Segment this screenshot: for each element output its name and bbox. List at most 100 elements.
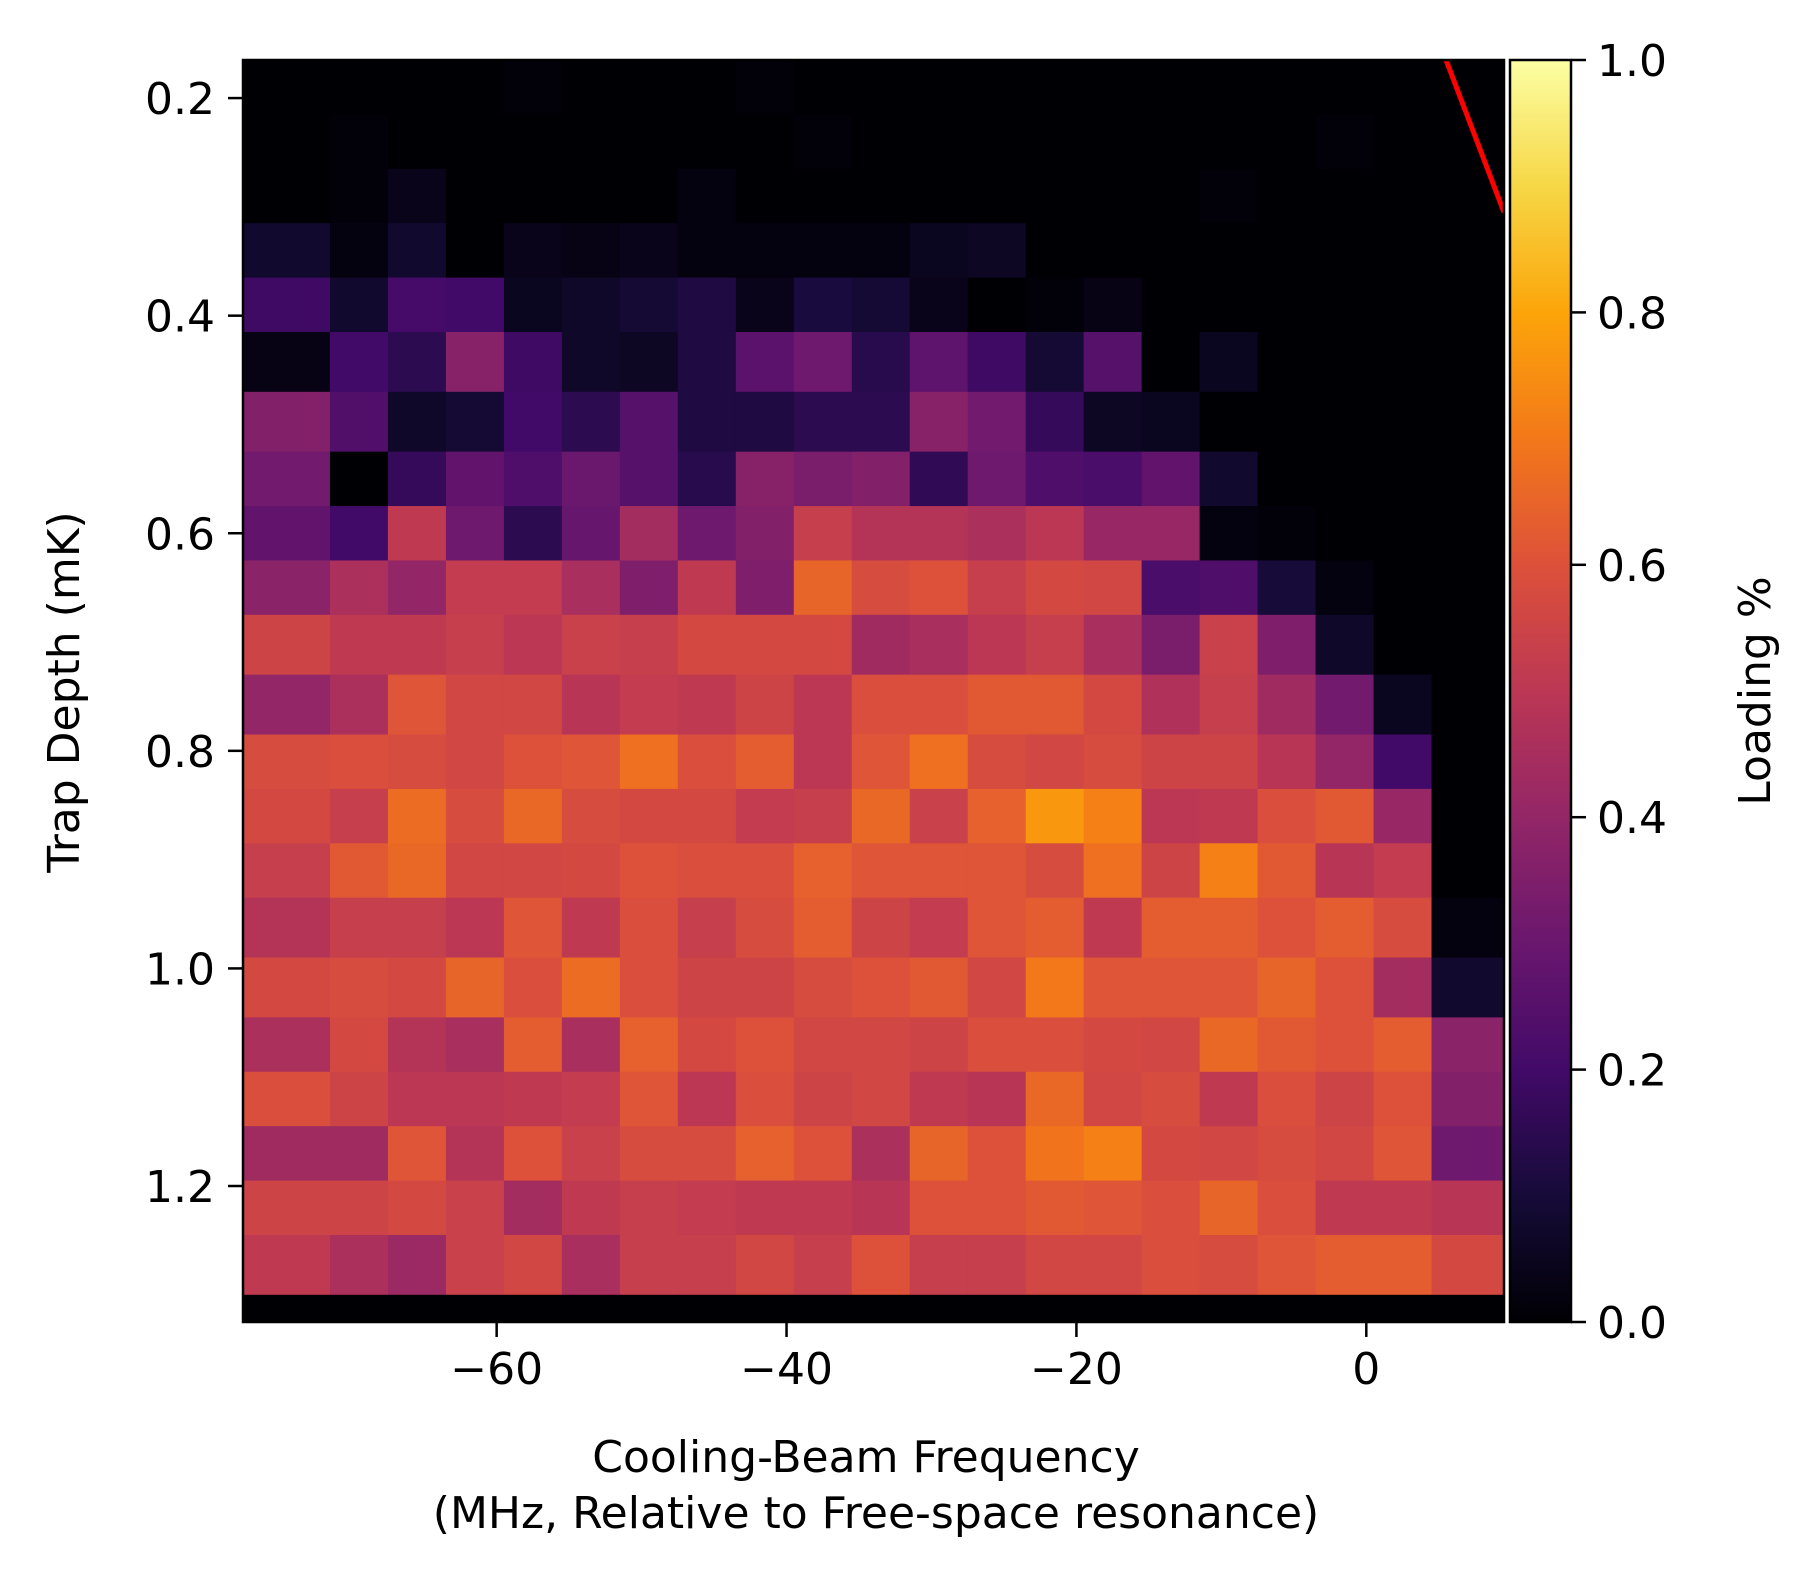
heatmap-cell: [1141, 223, 1201, 279]
heatmap-cell: [677, 560, 737, 616]
heatmap-cell: [1025, 674, 1085, 736]
heatmap-cell: [1141, 734, 1201, 790]
heatmap-cell: [967, 1180, 1027, 1236]
heatmap-cell: [967, 277, 1027, 333]
heatmap-cell: [243, 1294, 331, 1323]
heatmap-cell: [1431, 506, 1505, 562]
heatmap-cell: [561, 331, 621, 393]
heatmap-cell: [909, 331, 969, 393]
heatmap-cell: [1257, 1234, 1317, 1296]
heatmap-cell: [387, 1234, 447, 1296]
heatmap-cell: [1431, 223, 1505, 279]
heatmap-cell: [1373, 674, 1433, 736]
heatmap-cell: [735, 114, 795, 170]
heatmap-cell: [1373, 957, 1433, 1018]
heatmap-cell: [619, 114, 679, 170]
heatmap-cell: [619, 734, 679, 790]
heatmap-cell: [1315, 506, 1375, 562]
heatmap-cell: [677, 1071, 737, 1127]
heatmap-cell: [1141, 788, 1201, 844]
heatmap-cell: [1199, 1126, 1259, 1182]
heatmap-cell: [561, 1294, 621, 1323]
heatmap-cell: [561, 843, 621, 899]
heatmap-cell: [243, 60, 331, 115]
heatmap-cell: [1141, 1234, 1201, 1296]
heatmap-cell: [1431, 1294, 1505, 1323]
heatmap-cell: [909, 897, 969, 959]
heatmap-cell: [561, 391, 621, 453]
heatmap-cell: [1199, 60, 1259, 115]
y-tick-label: 0.8: [145, 727, 215, 778]
heatmap-cell: [619, 1017, 679, 1073]
colorbar-gradient: [1508, 58, 1573, 1324]
heatmap-cell: [561, 1180, 621, 1236]
heatmap-cell: [909, 734, 969, 790]
heatmap-cell: [1257, 734, 1317, 790]
heatmap-cell: [851, 506, 911, 562]
heatmap-cell: [851, 674, 911, 736]
plot-frame: [241, 58, 1506, 1324]
heatmap-cell: [1315, 1071, 1375, 1127]
heatmap-cell: [445, 506, 505, 562]
heatmap-cell: [909, 1017, 969, 1073]
heatmap-cell: [1141, 674, 1201, 736]
heatmap-cell: [1257, 1180, 1317, 1236]
heatmap-cell: [967, 331, 1027, 393]
heatmap-cell: [909, 843, 969, 899]
heatmap-cell: [1315, 560, 1375, 616]
heatmap-cell: [1199, 897, 1259, 959]
heatmap-cell: [1199, 451, 1259, 507]
heatmap-cell: [967, 60, 1027, 115]
heatmap-cell: [445, 843, 505, 899]
heatmap-cell: [1141, 114, 1201, 170]
heatmap-cell: [1373, 60, 1433, 115]
heatmap-cell: [503, 957, 563, 1018]
heatmap-cell: [735, 451, 795, 507]
heatmap-cell: [445, 1017, 505, 1073]
heatmap-cell: [1373, 614, 1433, 676]
heatmap-cell: [851, 331, 911, 393]
heatmap-cell: [1141, 277, 1201, 333]
heatmap-cell: [793, 451, 853, 507]
heatmap-cell: [503, 1234, 563, 1296]
heatmap-cell: [735, 223, 795, 279]
heatmap-cell: [387, 60, 447, 115]
heatmap-cell: [243, 674, 331, 736]
heatmap-cell: [793, 897, 853, 959]
heatmap-cell: [445, 1234, 505, 1296]
heatmap-cell: [851, 560, 911, 616]
heatmap-cell: [619, 451, 679, 507]
heatmap-cells: [243, 60, 1505, 1323]
heatmap-cell: [619, 788, 679, 844]
heatmap-cell: [1431, 897, 1505, 959]
heatmap-cell: [677, 223, 737, 279]
heatmap-cell: [851, 391, 911, 453]
colorbar: 0.0 0.2 0.4 0.6 0.8 1.0 Loading %: [1508, 36, 1781, 1349]
heatmap-cell: [243, 897, 331, 959]
heatmap-cell: [329, 168, 389, 224]
heatmap-cell: [1141, 1071, 1201, 1127]
heatmap-cell: [619, 1294, 679, 1323]
heatmap-cell: [1431, 843, 1505, 899]
heatmap-cell: [445, 60, 505, 115]
heatmap-cell: [1083, 451, 1143, 507]
heatmap-cell: [329, 223, 389, 279]
heatmap-cell: [1373, 114, 1433, 170]
heatmap-cell: [851, 1126, 911, 1182]
heatmap-cell: [503, 506, 563, 562]
heatmap-cell: [677, 277, 737, 333]
heatmap-cell: [677, 788, 737, 844]
heatmap-cell: [445, 734, 505, 790]
heatmap-cell: [243, 331, 331, 393]
heatmap-cell: [793, 560, 853, 616]
heatmap-cell: [1315, 1180, 1375, 1236]
heatmap-cell: [503, 560, 563, 616]
heatmap-cell: [909, 1071, 969, 1127]
heatmap-cell: [793, 506, 853, 562]
heatmap-cell: [677, 331, 737, 393]
heatmap-cell: [1141, 897, 1201, 959]
heatmap-cell: [1141, 1126, 1201, 1182]
heatmap-cell: [677, 60, 737, 115]
heatmap-cell: [1257, 1071, 1317, 1127]
